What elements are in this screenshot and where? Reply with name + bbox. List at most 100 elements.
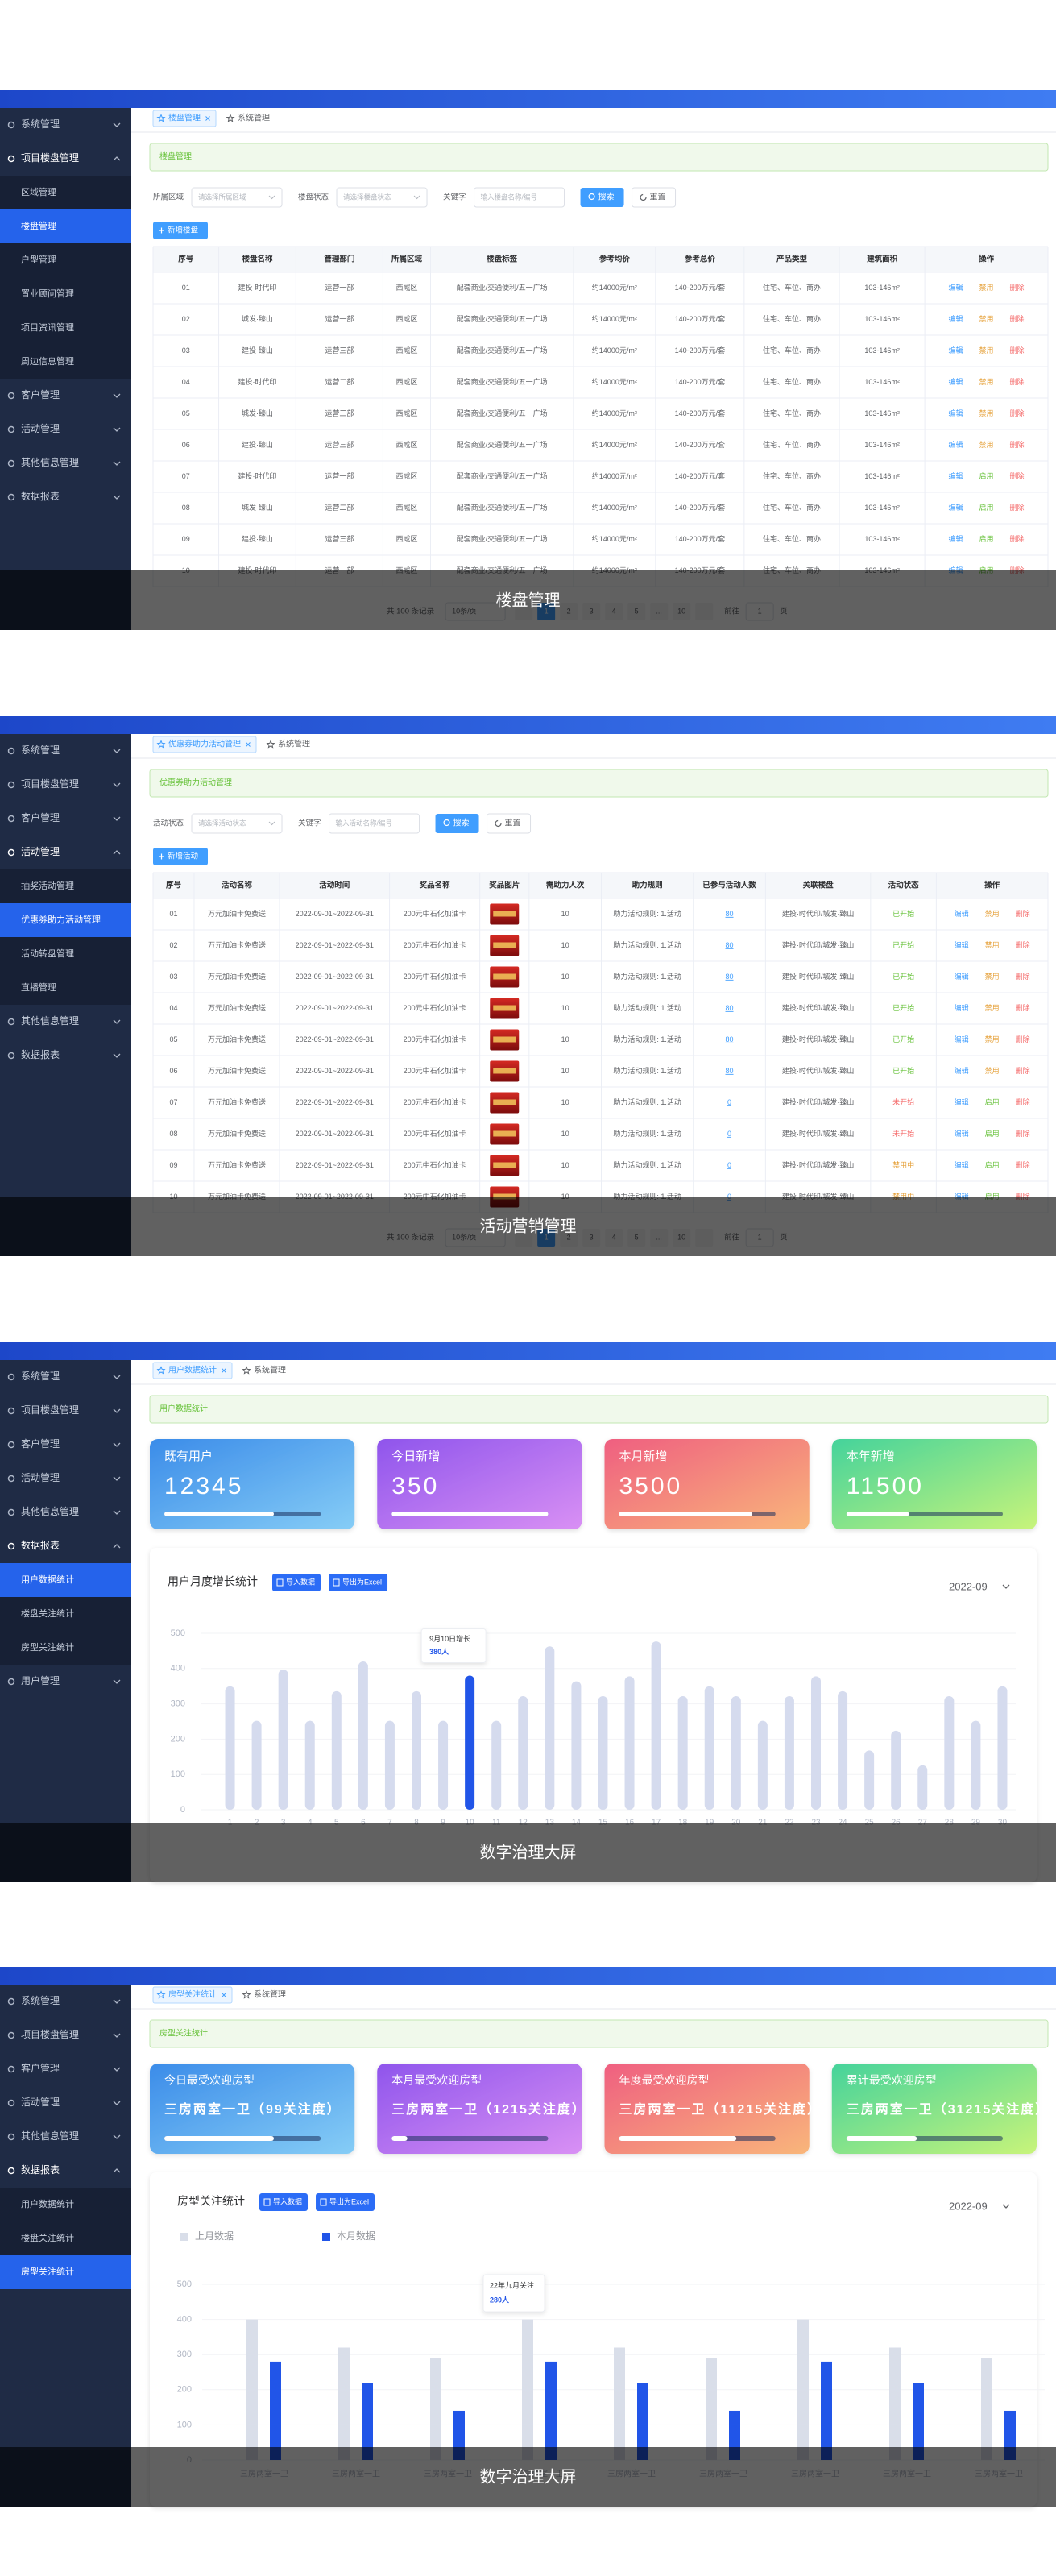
submenu-item[interactable]: 置业顾问管理: [0, 277, 131, 311]
row-action[interactable]: 删除: [1010, 566, 1025, 575]
row-action[interactable]: 删除: [1010, 534, 1025, 543]
month-select[interactable]: 2022-09: [949, 2200, 1010, 2212]
add-button[interactable]: 新增活动: [153, 848, 208, 865]
row-action[interactable]: 删除: [1016, 1066, 1030, 1075]
menu-item[interactable]: 活动管理: [7, 1471, 121, 1483]
row-action[interactable]: 删除: [1010, 377, 1025, 386]
menu-item[interactable]: 其他信息管理: [7, 1014, 121, 1027]
link-cell[interactable]: 80: [726, 941, 734, 949]
link-cell[interactable]: 80: [726, 1004, 734, 1012]
row-action[interactable]: 编辑: [955, 1160, 969, 1169]
row-action[interactable]: 删除: [1010, 409, 1025, 417]
row-action[interactable]: 删除: [1016, 1035, 1030, 1043]
link-cell[interactable]: 0: [727, 1161, 731, 1169]
row-action[interactable]: 启用: [979, 503, 994, 512]
submenu-item[interactable]: 优惠券助力活动管理: [0, 903, 131, 937]
submenu-item[interactable]: 楼盘管理: [0, 209, 131, 243]
menu-item[interactable]: 项目楼盘管理: [7, 1404, 121, 1416]
submenu-item[interactable]: 用户数据统计: [0, 1563, 131, 1597]
tab[interactable]: 用户数据统计: [152, 1362, 233, 1379]
menu-item[interactable]: 其他信息管理: [7, 456, 121, 468]
row-action[interactable]: 启用: [985, 1129, 1000, 1138]
menu-item[interactable]: 数据报表: [7, 2163, 121, 2176]
menu-item[interactable]: 其他信息管理: [7, 1505, 121, 1517]
menu-item[interactable]: 项目楼盘管理: [7, 778, 121, 790]
row-action[interactable]: 启用: [985, 1097, 1000, 1106]
search-button[interactable]: 搜索: [435, 814, 479, 833]
row-action[interactable]: 删除: [1010, 346, 1025, 355]
filter-input[interactable]: 请选择活动状态: [191, 813, 283, 834]
row-action[interactable]: 编辑: [955, 940, 969, 949]
row-action[interactable]: 禁用: [979, 378, 994, 386]
search-button[interactable]: 搜索: [580, 188, 624, 207]
tab[interactable]: 系统管理: [238, 1986, 292, 2004]
row-action[interactable]: 删除: [1016, 1097, 1030, 1106]
row-action[interactable]: 删除: [1010, 440, 1025, 449]
row-action[interactable]: 禁用: [985, 910, 1000, 918]
add-button[interactable]: 新增楼盘: [153, 222, 208, 239]
menu-item[interactable]: 客户管理: [7, 1437, 121, 1450]
menu-item[interactable]: 用户管理: [7, 1674, 121, 1686]
link-cell[interactable]: 80: [726, 1067, 734, 1075]
chart-button[interactable]: 导入数据: [259, 2193, 309, 2211]
row-action[interactable]: 禁用: [979, 315, 994, 323]
tab[interactable]: 房型关注统计: [152, 1986, 233, 2004]
month-select[interactable]: 2022-09: [949, 1580, 1010, 1592]
menu-item[interactable]: 客户管理: [7, 388, 121, 400]
tab[interactable]: 优惠券助力活动管理: [152, 736, 257, 753]
reset-button[interactable]: 重置: [487, 813, 532, 834]
tab[interactable]: 系统管理: [262, 736, 317, 753]
filter-input[interactable]: 输入楼盘名称/编号: [474, 187, 565, 208]
tab[interactable]: 楼盘管理: [152, 110, 217, 127]
row-action[interactable]: 启用: [979, 534, 994, 543]
menu-item[interactable]: 客户管理: [7, 811, 121, 823]
row-action[interactable]: 编辑: [955, 1129, 969, 1138]
row-action[interactable]: 编辑: [949, 566, 963, 575]
row-action[interactable]: 删除: [1016, 1160, 1030, 1169]
row-action[interactable]: 启用: [979, 471, 994, 480]
row-action[interactable]: 编辑: [949, 409, 963, 417]
row-action[interactable]: 禁用: [985, 941, 1000, 949]
link-cell[interactable]: 80: [726, 910, 734, 918]
row-action[interactable]: 编辑: [955, 1003, 969, 1012]
row-action[interactable]: 删除: [1016, 940, 1030, 949]
submenu-item[interactable]: 房型关注统计: [0, 2255, 131, 2289]
chart-button[interactable]: 导出为Excel: [316, 2193, 375, 2211]
menu-item[interactable]: 系统管理: [7, 1994, 121, 2006]
menu-item[interactable]: 系统管理: [7, 744, 121, 756]
menu-item[interactable]: 活动管理: [7, 2096, 121, 2108]
submenu-item[interactable]: 户型管理: [0, 243, 131, 277]
row-action[interactable]: 禁用: [979, 346, 994, 355]
submenu-item[interactable]: 房型关注统计: [0, 1631, 131, 1665]
row-action[interactable]: 编辑: [949, 440, 963, 449]
row-action[interactable]: 禁用: [985, 1035, 1000, 1043]
chart-button[interactable]: 导入数据: [272, 1574, 321, 1591]
link-cell[interactable]: 80: [726, 973, 734, 981]
row-action[interactable]: 删除: [1016, 909, 1030, 918]
reset-button[interactable]: 重置: [632, 187, 677, 208]
link-cell[interactable]: 80: [726, 1035, 734, 1043]
menu-item[interactable]: 数据报表: [7, 1539, 121, 1551]
menu-item[interactable]: 数据报表: [7, 490, 121, 502]
row-action[interactable]: 编辑: [955, 1066, 969, 1075]
submenu-item[interactable]: 楼盘关注统计: [0, 1597, 131, 1631]
row-action[interactable]: 启用: [985, 1192, 1000, 1201]
submenu-item[interactable]: 抽奖活动管理: [0, 869, 131, 903]
row-action[interactable]: 禁用: [985, 1067, 1000, 1075]
row-action[interactable]: 禁用: [985, 973, 1000, 981]
row-action[interactable]: 删除: [1016, 972, 1030, 981]
row-action[interactable]: 删除: [1010, 314, 1025, 323]
filter-input[interactable]: 请选择楼盘状态: [336, 187, 428, 208]
menu-item[interactable]: 系统管理: [7, 118, 121, 130]
row-action[interactable]: 编辑: [955, 1192, 969, 1201]
link-cell[interactable]: 0: [727, 1193, 731, 1201]
tab[interactable]: 系统管理: [238, 1362, 292, 1379]
submenu-item[interactable]: 直播管理: [0, 971, 131, 1005]
row-action[interactable]: 禁用: [979, 409, 994, 417]
chart-button[interactable]: 导出为Excel: [329, 1574, 388, 1591]
filter-input[interactable]: 请选择所属区域: [191, 187, 283, 208]
submenu-item[interactable]: 区域管理: [0, 176, 131, 209]
row-action[interactable]: 删除: [1010, 283, 1025, 292]
row-action[interactable]: 启用: [979, 566, 994, 575]
menu-item[interactable]: 项目楼盘管理: [7, 151, 121, 164]
